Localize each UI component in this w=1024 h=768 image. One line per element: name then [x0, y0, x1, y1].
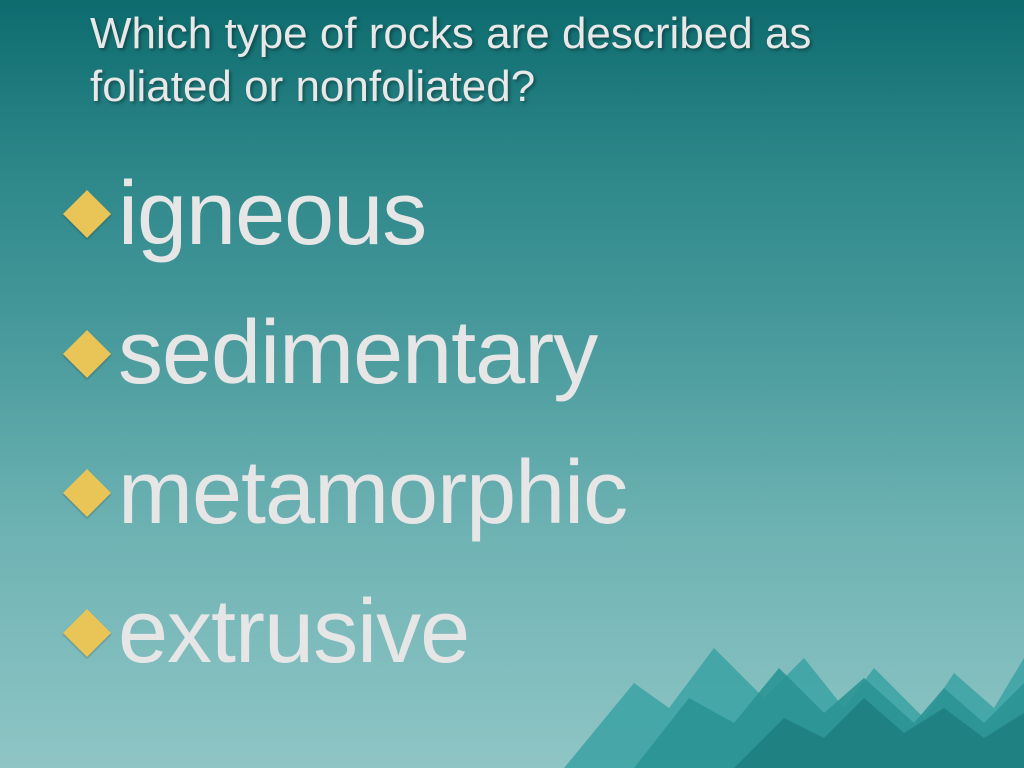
option-item: igneous	[70, 154, 1024, 276]
option-item: metamorphic	[70, 433, 1024, 555]
diamond-bullet-icon	[63, 469, 111, 517]
diamond-bullet-icon	[63, 330, 111, 378]
option-label: extrusive	[118, 572, 469, 694]
diamond-bullet-icon	[63, 609, 111, 657]
question-title: Which type of rocks are described as fol…	[0, 0, 1024, 114]
option-item: sedimentary	[70, 293, 1024, 415]
options-list: igneous sedimentary metamorphic extrusiv…	[0, 114, 1024, 694]
option-label: igneous	[118, 154, 426, 276]
option-item: extrusive	[70, 572, 1024, 694]
option-label: sedimentary	[118, 293, 597, 415]
diamond-bullet-icon	[63, 190, 111, 238]
slide: Which type of rocks are described as fol…	[0, 0, 1024, 768]
option-label: metamorphic	[118, 433, 627, 555]
